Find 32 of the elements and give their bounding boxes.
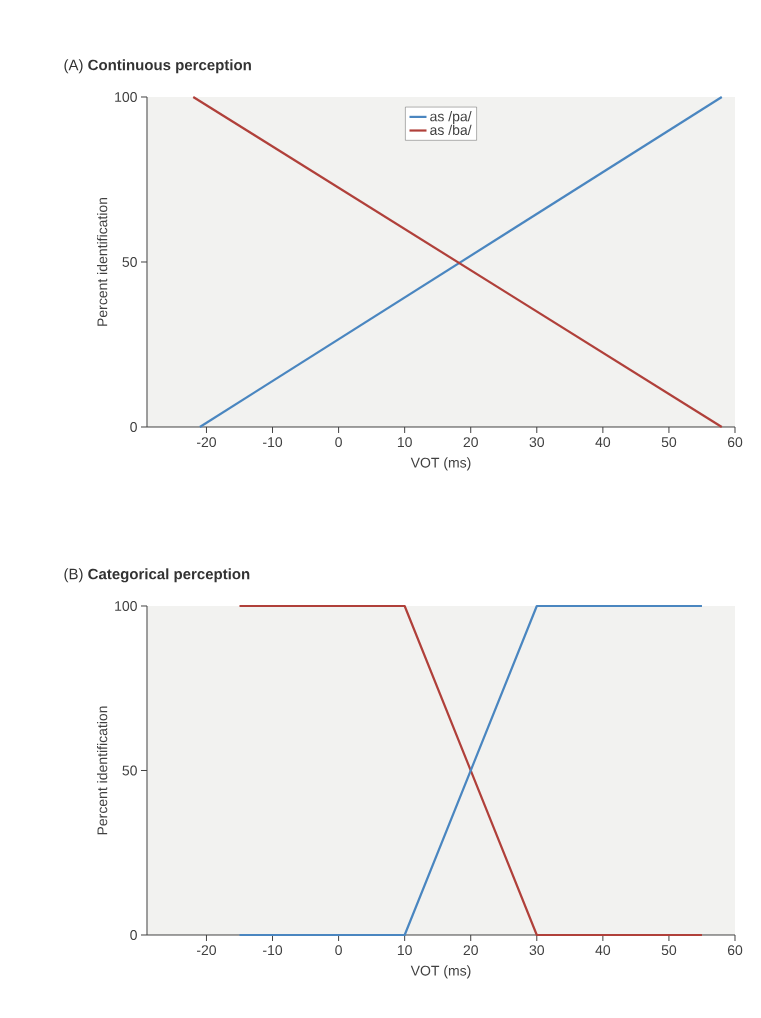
x-tick-label: 40	[595, 437, 611, 448]
x-tick-label: -10	[263, 945, 283, 956]
x-tick-label: 40	[595, 945, 611, 956]
x-tick-label: 50	[661, 437, 677, 448]
x-tick-label: 50	[661, 945, 677, 956]
y-tick-label: 100	[115, 601, 137, 611]
x-tick-label: 30	[529, 437, 545, 448]
x-tick-label: 20	[463, 437, 478, 448]
x-tick-label: -20	[196, 945, 217, 956]
x-tick-label: -10	[263, 437, 283, 448]
y-axis-title: Percent identification	[97, 197, 108, 326]
x-axis-title: VOT (ms)	[410, 965, 471, 979]
y-tick-label: 100	[115, 92, 137, 102]
x-tick-label: 0	[335, 437, 342, 448]
x-tick-label: 10	[397, 945, 412, 956]
legend-label: as /pa/	[430, 111, 472, 125]
x-tick-label: 10	[397, 437, 412, 448]
x-axis-title: VOT (ms)	[410, 457, 471, 471]
chart-title: (A) Continuous perception	[64, 59, 251, 74]
x-tick-label: 60	[727, 945, 743, 956]
y-axis-title: Percent identification	[97, 706, 108, 835]
x-tick-label: -20	[196, 437, 217, 448]
x-tick-label: 30	[529, 945, 545, 956]
y-tick-label: 0	[130, 930, 137, 940]
legend-label: as /ba/	[430, 124, 472, 135]
y-tick-label: 50	[122, 765, 137, 776]
y-tick-label: 0	[130, 422, 137, 432]
x-tick-label: 0	[335, 945, 342, 956]
x-tick-label: 20	[463, 945, 478, 956]
x-tick-label: 60	[727, 437, 743, 448]
y-tick-label: 50	[122, 257, 137, 267]
chart-title: (B) Categorical perception	[64, 568, 250, 583]
